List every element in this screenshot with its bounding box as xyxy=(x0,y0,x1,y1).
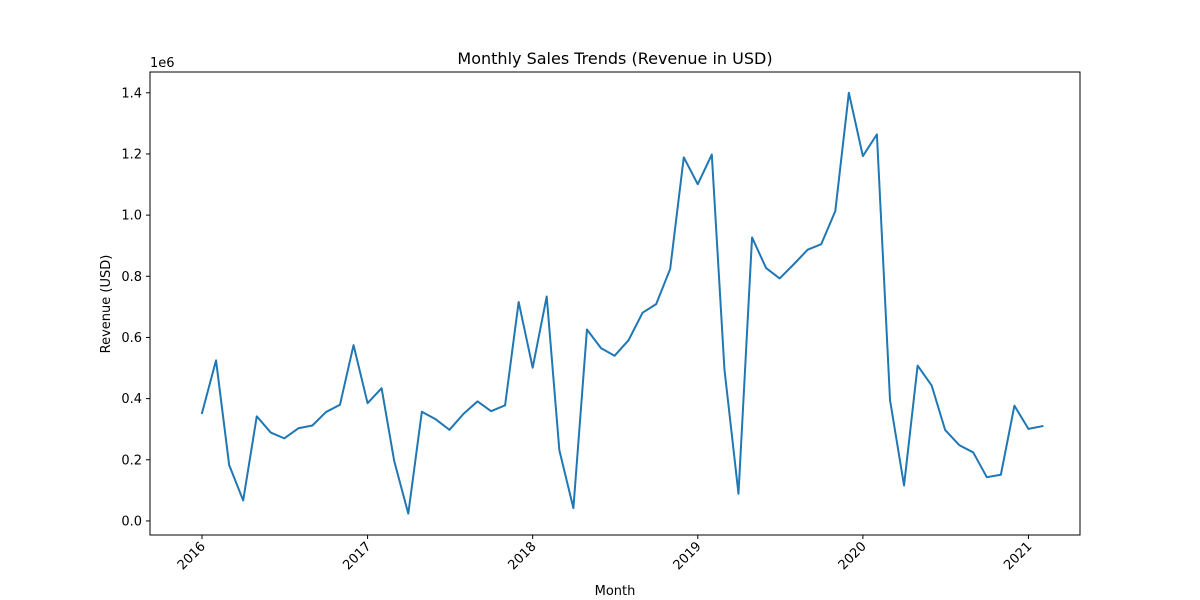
y-tick-label: 1.4 xyxy=(121,86,142,101)
chart-title: Monthly Sales Trends (Revenue in USD) xyxy=(457,49,772,68)
y-tick-label: 1.2 xyxy=(121,147,142,162)
y-axis-ticks: 0.0 0.2 0.4 0.6 0.8 1.0 1.2 1.4 xyxy=(121,86,150,529)
y-tick-label: 0.0 xyxy=(121,514,142,529)
y-tick-label: 0.6 xyxy=(121,331,142,346)
series-layer xyxy=(200,91,1044,515)
y-tick-label: 0.4 xyxy=(121,392,142,407)
y-tick-label: 0.8 xyxy=(121,270,142,285)
y-axis-label: Revenue (USD) xyxy=(99,255,114,354)
series-line-0 xyxy=(200,91,1044,515)
plot-area-frame xyxy=(149,71,1081,536)
y-tick-label: 0.2 xyxy=(121,453,142,468)
y-tick-label: 1.0 xyxy=(121,209,142,224)
x-axis-label: Month xyxy=(595,584,636,599)
y-axis-offset-label: 1e6 xyxy=(150,56,175,71)
